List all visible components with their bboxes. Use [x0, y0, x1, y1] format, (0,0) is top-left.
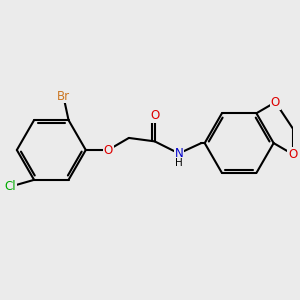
- Text: O: O: [150, 109, 159, 122]
- Text: Br: Br: [57, 89, 70, 103]
- Text: N: N: [175, 147, 183, 160]
- Text: O: O: [288, 148, 297, 160]
- Text: H: H: [175, 158, 183, 168]
- Text: O: O: [103, 143, 113, 157]
- Text: Cl: Cl: [4, 180, 16, 193]
- Text: O: O: [271, 96, 280, 109]
